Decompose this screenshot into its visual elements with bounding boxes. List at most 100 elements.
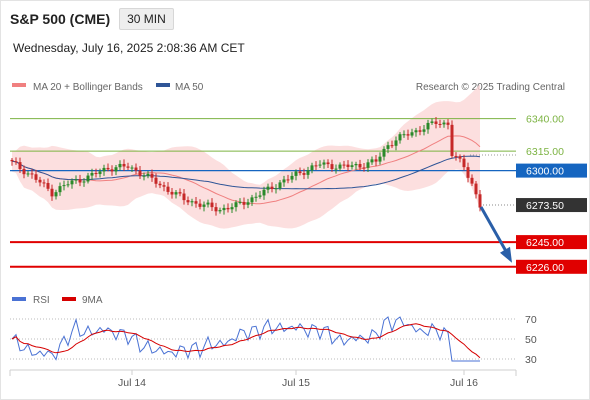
candle-body bbox=[82, 181, 86, 183]
candle-body bbox=[94, 173, 98, 175]
candle-body bbox=[346, 164, 350, 167]
candle-body bbox=[22, 168, 26, 175]
candle-body bbox=[274, 188, 278, 190]
candle-body bbox=[262, 189, 266, 196]
ma20-legend-label: MA 20 + Bollinger Bands bbox=[33, 82, 143, 93]
rsi-tick-label: 70 bbox=[525, 314, 537, 326]
timeframe-button[interactable]: 30 MIN bbox=[119, 8, 174, 30]
candle-body bbox=[230, 207, 234, 210]
last-price-label-bg bbox=[516, 198, 587, 213]
candle-body bbox=[382, 148, 386, 157]
candle-body bbox=[194, 201, 198, 204]
forecast-arrow-shaft bbox=[479, 206, 510, 256]
candle-body bbox=[466, 167, 470, 178]
candles bbox=[10, 117, 482, 216]
candle-body bbox=[130, 167, 134, 169]
support-label-bg bbox=[516, 259, 587, 274]
candle-body bbox=[146, 173, 150, 176]
candle-body bbox=[222, 207, 226, 211]
candle-body bbox=[30, 173, 34, 175]
candle-body bbox=[98, 171, 102, 175]
rsi-tick-label: 30 bbox=[525, 354, 537, 366]
candle-body bbox=[10, 159, 14, 162]
candle-body bbox=[138, 170, 142, 176]
candle-body bbox=[266, 186, 270, 190]
candle-body bbox=[242, 201, 246, 205]
candle-body bbox=[158, 183, 162, 186]
candle-body bbox=[182, 193, 186, 201]
rsi9ma-legend-swatch bbox=[62, 297, 76, 301]
symbol-title: S&P 500 (CME) bbox=[10, 11, 111, 27]
x-axis-ticks: Jul 14 Jul 15 Jul 16 bbox=[118, 370, 478, 389]
candle-body bbox=[106, 167, 110, 170]
candle-body bbox=[46, 182, 50, 189]
candle-body bbox=[442, 122, 446, 125]
candle-body bbox=[238, 201, 242, 203]
forecast-arrow bbox=[479, 206, 512, 263]
candle-body bbox=[26, 173, 30, 175]
candle-body bbox=[218, 210, 222, 212]
candle-body bbox=[294, 171, 298, 176]
candle-body bbox=[178, 192, 182, 194]
candle-body bbox=[214, 207, 218, 212]
candle-body bbox=[426, 122, 430, 130]
candle-body bbox=[314, 165, 318, 167]
candle-body bbox=[406, 134, 410, 136]
candle-body bbox=[226, 207, 230, 210]
candle-body bbox=[14, 161, 18, 163]
candle-body bbox=[402, 134, 406, 136]
candle-body bbox=[122, 163, 126, 167]
candle-body bbox=[142, 175, 146, 177]
candle-body bbox=[362, 167, 366, 169]
candle-body bbox=[322, 162, 326, 165]
candle-body bbox=[374, 159, 378, 162]
ma50-legend-swatch bbox=[156, 83, 170, 87]
candle-body bbox=[58, 186, 62, 193]
candle-body bbox=[114, 167, 118, 172]
candle-body bbox=[150, 173, 154, 178]
candle-body bbox=[186, 200, 190, 203]
support-label: 6245.00 bbox=[526, 237, 564, 249]
candle-body bbox=[86, 175, 90, 182]
candle-body bbox=[386, 145, 390, 149]
candle-body bbox=[370, 159, 374, 163]
candle-body bbox=[434, 121, 438, 124]
rsi-legend-swatch bbox=[12, 297, 26, 301]
support-label-bg bbox=[516, 235, 587, 250]
candle-body bbox=[234, 202, 238, 208]
rsi-line bbox=[11, 316, 480, 362]
candle-body bbox=[54, 192, 58, 197]
candle-body bbox=[290, 175, 294, 180]
candle-body bbox=[438, 123, 442, 125]
resistance-label: 6340.00 bbox=[526, 114, 564, 126]
candle-body bbox=[282, 179, 286, 183]
pivot-label: 6300.00 bbox=[526, 166, 564, 178]
candle-body bbox=[446, 122, 450, 125]
candle-body bbox=[310, 165, 314, 171]
candle-body bbox=[174, 192, 178, 195]
pivot-label-bg bbox=[516, 163, 587, 178]
candle-body bbox=[330, 164, 334, 170]
bollinger-band bbox=[12, 84, 480, 229]
candle-body bbox=[74, 179, 78, 181]
candle-body bbox=[90, 173, 94, 176]
candle-body bbox=[358, 163, 362, 168]
candle-body bbox=[210, 202, 214, 208]
rsi-tick-label: 50 bbox=[525, 334, 537, 346]
candle-body bbox=[410, 132, 414, 136]
rsi-9ma-line bbox=[11, 323, 481, 359]
candle-body bbox=[206, 202, 210, 205]
copyright-text: Research © 2025 Trading Central bbox=[416, 82, 565, 93]
candle-body bbox=[474, 183, 478, 195]
ma20-legend-swatch bbox=[12, 83, 26, 87]
chart-datetime: Wednesday, July 16, 2025 2:08:36 AM CET bbox=[13, 41, 245, 55]
candle-body bbox=[478, 194, 482, 208]
support-label: 6226.00 bbox=[526, 262, 564, 274]
bollinger-band-area bbox=[12, 84, 480, 229]
candle-body bbox=[258, 195, 262, 197]
candle-body bbox=[118, 163, 122, 168]
candle-body bbox=[278, 182, 282, 189]
candle-body bbox=[38, 179, 42, 183]
candle-body bbox=[306, 170, 310, 175]
